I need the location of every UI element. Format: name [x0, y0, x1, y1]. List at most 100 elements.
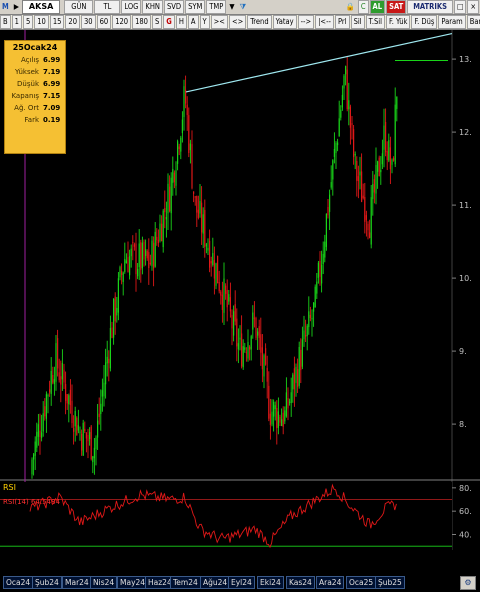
rsi-value-label: RSI(14) 64.5484	[3, 498, 60, 506]
candle-body	[66, 394, 68, 404]
candle-body	[71, 400, 73, 424]
candle-body	[305, 335, 307, 337]
refresh-icon[interactable]: C	[357, 0, 369, 14]
toolbar-item-17[interactable]: Trend	[247, 15, 272, 29]
candle-body	[337, 142, 339, 146]
currency-button[interactable]: TL	[94, 0, 121, 14]
candle-body	[45, 394, 47, 419]
candle-body	[85, 432, 87, 439]
candle-body	[39, 430, 41, 438]
toolbar-item-4[interactable]: 15	[49, 15, 65, 29]
candle-body	[55, 343, 57, 382]
toolbar-item-15[interactable]: ><	[210, 15, 228, 29]
toolbar-item-23[interactable]: T.Sil	[365, 15, 386, 29]
candle-body	[186, 104, 188, 116]
candle-body	[149, 262, 151, 265]
candle-body	[353, 129, 355, 157]
candle-body	[260, 334, 262, 353]
candle-body	[33, 454, 35, 460]
candle-body	[386, 151, 388, 161]
toolbar-item-27[interactable]: Bar	[466, 15, 480, 29]
close-icon[interactable]: ×	[467, 0, 479, 14]
candle-body	[319, 261, 321, 277]
svd-button[interactable]: SVD	[163, 0, 185, 14]
candle-body	[271, 411, 273, 425]
candle-body	[181, 119, 183, 134]
khn-button[interactable]: KHN	[142, 0, 163, 14]
price-axis-label: 8.	[459, 420, 467, 429]
toolbar-item-9[interactable]: 180	[132, 15, 151, 29]
tmp-button[interactable]: TMP	[206, 0, 227, 14]
toolbar-item-13[interactable]: A	[187, 15, 199, 29]
filter-icon[interactable]: ⧩	[239, 2, 247, 11]
dropdown-icon[interactable]: ▼	[229, 2, 235, 11]
candle-body	[90, 426, 92, 460]
candle-body	[81, 433, 83, 451]
info-value: 6.99	[43, 80, 61, 88]
toolbar-item-20[interactable]: |<--	[315, 15, 334, 29]
lock-icon[interactable]: 🔒	[345, 2, 355, 11]
rsi-axis-label: 40.	[459, 531, 472, 540]
price-axis-label: 9.	[459, 347, 467, 356]
candle-body	[377, 161, 379, 172]
candle-body	[343, 75, 345, 89]
toolbar-item-25[interactable]: F. Düş	[411, 15, 438, 29]
toolbar-item-18[interactable]: Yatay	[272, 15, 297, 29]
candle-body	[234, 304, 236, 322]
toolbar-item-3[interactable]: 10	[34, 15, 49, 29]
toolbar-item-2[interactable]: 5	[22, 15, 34, 29]
candle-body	[164, 208, 166, 213]
toolbar-item-22[interactable]: Sil	[350, 15, 365, 29]
candle-body	[301, 339, 303, 367]
sell-button[interactable]: SAT	[386, 0, 407, 14]
candle-body	[237, 343, 239, 350]
candle-body	[241, 333, 243, 367]
candle-body	[210, 261, 212, 264]
toolbar-item-24[interactable]: F. Yük	[386, 15, 411, 29]
chart-settings-icon[interactable]: ⚙	[460, 576, 476, 590]
toolbar-item-1[interactable]: 1	[11, 15, 22, 29]
candle-body	[173, 172, 175, 183]
candle-body	[385, 121, 387, 153]
candle-body	[109, 327, 111, 369]
candle-body	[113, 298, 115, 338]
log-button[interactable]: LOG	[121, 0, 142, 14]
toolbar-item-5[interactable]: 20	[65, 15, 81, 29]
toolbar-item-11[interactable]: G	[163, 15, 175, 29]
toolbar-item-6[interactable]: 30	[81, 15, 96, 29]
minimize-icon[interactable]: □	[453, 0, 467, 14]
toolbar-item-14[interactable]: Y	[199, 15, 210, 29]
candle-body	[250, 336, 252, 350]
candle-body	[41, 432, 43, 438]
candle-body	[370, 197, 372, 245]
candle-body	[255, 317, 257, 338]
period-button[interactable]: GÜN	[64, 0, 94, 14]
toolbar-item-8[interactable]: 120	[112, 15, 132, 29]
buy-button[interactable]: AL	[369, 0, 386, 14]
candle-body	[204, 209, 206, 247]
play-icon[interactable]: ▶	[13, 2, 19, 11]
candle-body	[159, 223, 161, 241]
toolbar-item-7[interactable]: 60	[96, 15, 112, 29]
toolbar-item-26[interactable]: Param	[438, 15, 466, 29]
sym-button[interactable]: SYM	[185, 0, 206, 14]
month-label: Oca25	[346, 576, 377, 589]
candle-body	[316, 281, 318, 294]
candle-body	[327, 207, 329, 216]
candle-body	[293, 368, 295, 390]
toolbar-item-0[interactable]: B	[0, 15, 11, 29]
rsi-axis-label: 80.	[459, 484, 472, 493]
symbol-field[interactable]: AKSA	[21, 0, 61, 14]
candle-body	[188, 115, 190, 153]
candle-body	[145, 249, 147, 256]
candle-body	[332, 160, 334, 180]
toolbar-item-12[interactable]: H	[175, 15, 187, 29]
toolbar-item-21[interactable]: Prl	[334, 15, 350, 29]
candle-body	[98, 413, 100, 418]
candle-body	[42, 413, 44, 432]
toolbar-item-19[interactable]: -->	[297, 15, 315, 29]
toolbar-item-16[interactable]: <>	[228, 15, 247, 29]
toolbar-item-10[interactable]: S	[151, 15, 163, 29]
